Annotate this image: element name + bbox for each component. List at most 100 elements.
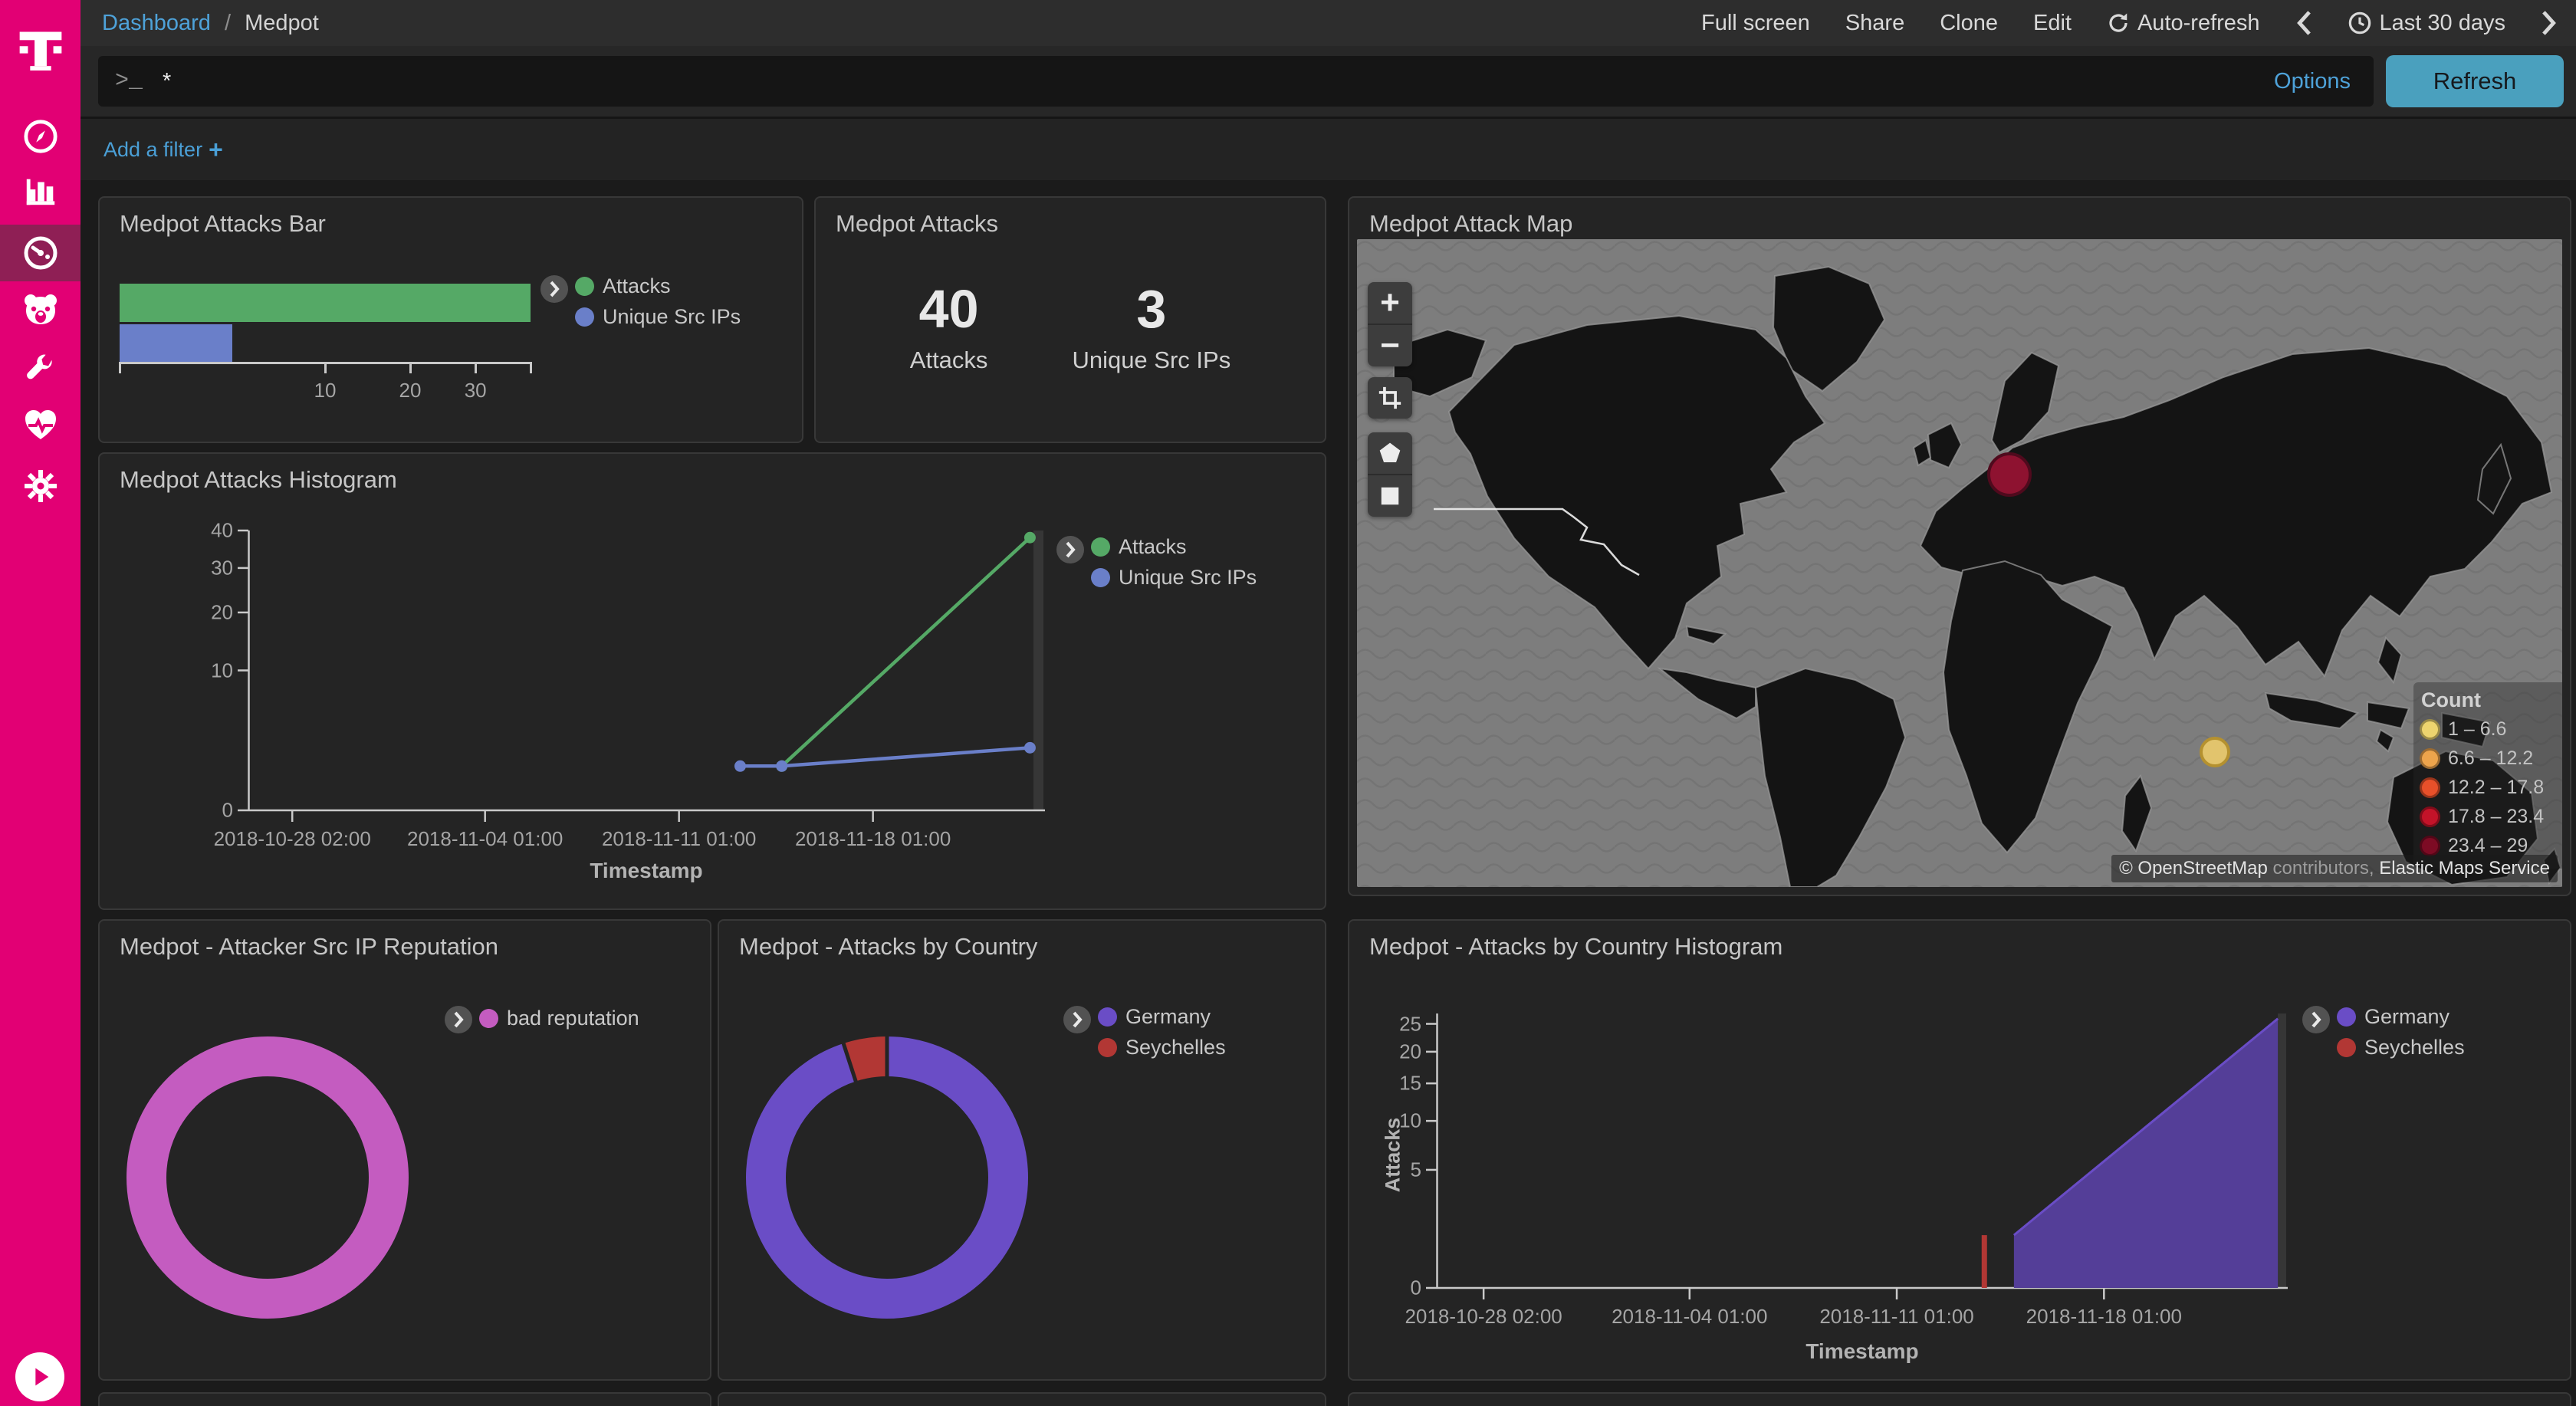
- zoom-in-button[interactable]: +: [1380, 284, 1400, 321]
- query-prompt-icon: >_: [115, 68, 143, 94]
- metric-value: 40: [918, 279, 979, 339]
- legend-toggle-button[interactable]: [1056, 536, 1084, 563]
- play-icon: [35, 1368, 49, 1386]
- elastic-maps-link[interactable]: Elastic Maps Service: [2379, 858, 2550, 879]
- legend-toggle-button[interactable]: [445, 1006, 472, 1033]
- draw-polygon-button[interactable]: [1368, 432, 1412, 474]
- x-axis-title: Timestamp: [590, 859, 703, 882]
- wrench-icon: [26, 354, 52, 379]
- query-input-box[interactable]: >_ Options: [98, 56, 2374, 107]
- legend-item[interactable]: Attacks: [575, 274, 671, 298]
- panel-attacks-metric: Medpot Attacks 40 Attacks 3 Unique Src I…: [814, 196, 1326, 443]
- legend-dot: [2420, 748, 2440, 769]
- top-nav-actions: Full screen Share Clone Edit Auto-refres…: [1701, 10, 2558, 36]
- telekom-t-icon: [19, 31, 61, 71]
- legend-dot: [2337, 1038, 2356, 1057]
- sidebar-expand-button[interactable]: [15, 1352, 64, 1401]
- legend-item[interactable]: bad reputation: [479, 1007, 639, 1030]
- panel-title[interactable]: Medpot Attacks Histogram: [120, 466, 397, 493]
- sidebar-item-visualize[interactable]: [0, 163, 80, 219]
- sidebar-item-discover[interactable]: [0, 108, 80, 165]
- panel-title[interactable]: Medpot - Attacks by Country: [739, 933, 1038, 960]
- gauge-icon: [24, 236, 57, 270]
- sidebar-item-management[interactable]: [0, 458, 80, 514]
- legend-item[interactable]: Unique Src IPs: [1091, 566, 1257, 590]
- panel-title[interactable]: Medpot - Attacker Src IP Reputation: [120, 933, 498, 960]
- breadcrumb-dashboard[interactable]: Dashboard: [102, 10, 211, 35]
- chevron-left-icon: [2296, 11, 2311, 35]
- panel-attacks-histogram: Medpot Attacks Histogram 0 10 20 30 40 2018-1…: [98, 452, 1326, 910]
- square-icon: [1381, 487, 1399, 505]
- map-attribution: © OpenStreetMap contributors, Elastic Ma…: [2111, 855, 2558, 882]
- bear-icon: [24, 294, 57, 324]
- world-map[interactable]: + −: [1357, 239, 2562, 887]
- sidebar-item-tpot[interactable]: [0, 282, 80, 339]
- clone-button[interactable]: Clone: [1940, 10, 1998, 35]
- panel-src-ip-reputation: Medpot - Attacker Src IP Reputation bad …: [98, 919, 711, 1381]
- chevron-right-icon: [550, 281, 560, 297]
- y-axis-title: Attacks: [1381, 1117, 1405, 1193]
- sidebar-item-devtools[interactable]: [0, 340, 80, 396]
- legend-item[interactable]: Seychelles: [2337, 1036, 2465, 1059]
- panel-title[interactable]: Medpot Attack Map: [1369, 210, 1573, 237]
- legend-dot: [1098, 1007, 1117, 1027]
- legend-item[interactable]: Germany: [2337, 1005, 2450, 1029]
- legend-item[interactable]: Seychelles: [1098, 1036, 1226, 1059]
- sidebar-item-monitoring[interactable]: [0, 397, 80, 454]
- map-canvas: [1357, 239, 2562, 887]
- gear-icon: [24, 470, 57, 502]
- legend-item: 23.4 – 29: [2420, 835, 2562, 857]
- attacks-line-chart[interactable]: 0 10 20 30 40 2018-10-28 02:00 2018-11-04 01:0…: [211, 519, 1045, 850]
- heartbeat-icon: [25, 410, 56, 439]
- legend-item[interactable]: Attacks: [1091, 535, 1187, 559]
- sidebar: [0, 0, 80, 1406]
- draw-rectangle-button[interactable]: [1368, 474, 1412, 517]
- crop-icon: [1378, 386, 1401, 409]
- legend-dot: [575, 307, 594, 327]
- country-borders: [1434, 508, 1640, 577]
- chevron-right-icon: [1073, 1011, 1083, 1028]
- top-nav: Dashboard / Medpot Full screen Share Clo…: [80, 0, 2576, 46]
- legend-dot: [2420, 806, 2440, 827]
- clock-icon: [2348, 11, 2371, 34]
- legend-toggle-button[interactable]: [1063, 1006, 1091, 1033]
- plus-icon: +: [209, 135, 223, 163]
- time-forward-button[interactable]: [2541, 10, 2558, 36]
- legend-item[interactable]: Unique Src IPs: [575, 305, 741, 329]
- legend-toggle-button[interactable]: [540, 275, 568, 303]
- attacks-bar-chart[interactable]: 10 20 30: [119, 284, 532, 422]
- legend-dot: [1098, 1038, 1117, 1057]
- time-back-button[interactable]: [2295, 10, 2312, 36]
- country-donut-chart[interactable]: [718, 1009, 1056, 1346]
- crop-fit-button[interactable]: [1368, 377, 1412, 419]
- panel-title[interactable]: Medpot Attacks: [836, 210, 998, 237]
- legend-item: 17.8 – 23.4: [2420, 806, 2562, 828]
- options-link[interactable]: Options: [2274, 68, 2351, 94]
- reputation-donut-chart[interactable]: [99, 1009, 436, 1346]
- time-range-picker[interactable]: Last 30 days: [2348, 11, 2505, 36]
- metric-value: 3: [1136, 279, 1167, 339]
- sidebar-item-dashboard[interactable]: [0, 225, 80, 281]
- openstreetmap-link[interactable]: © OpenStreetMap: [2119, 858, 2268, 879]
- legend-item[interactable]: Germany: [1098, 1005, 1211, 1029]
- country-area-chart[interactable]: 0 5 10 15 20 25 2018-10-28 02:00 2018-11-04 01:…: [1399, 1012, 2288, 1328]
- legend-item: 6.6 – 12.2: [2420, 747, 2562, 770]
- legend-toggle-button[interactable]: [2302, 1006, 2330, 1033]
- panel-title[interactable]: Medpot - Attacks by Country Histogram: [1369, 933, 1783, 960]
- share-button[interactable]: Share: [1845, 10, 1905, 35]
- panel-title[interactable]: Medpot Attacks Bar: [120, 210, 326, 237]
- auto-refresh-button[interactable]: Auto-refresh: [2107, 11, 2260, 36]
- fullscreen-button[interactable]: Full screen: [1700, 10, 1810, 35]
- add-filter-button[interactable]: Add a filter +: [104, 135, 223, 163]
- edit-button[interactable]: Edit: [2032, 10, 2072, 35]
- legend-dot: [2420, 836, 2440, 856]
- compass-icon: [23, 120, 58, 153]
- continents: [1393, 265, 2562, 887]
- chevron-right-icon: [1066, 541, 1076, 558]
- refresh-button[interactable]: Refresh: [2386, 55, 2564, 107]
- legend-dot: [2420, 719, 2440, 740]
- breadcrumb-separator: /: [224, 10, 231, 35]
- zoom-out-button[interactable]: −: [1368, 324, 1412, 366]
- search-input[interactable]: [161, 67, 2275, 95]
